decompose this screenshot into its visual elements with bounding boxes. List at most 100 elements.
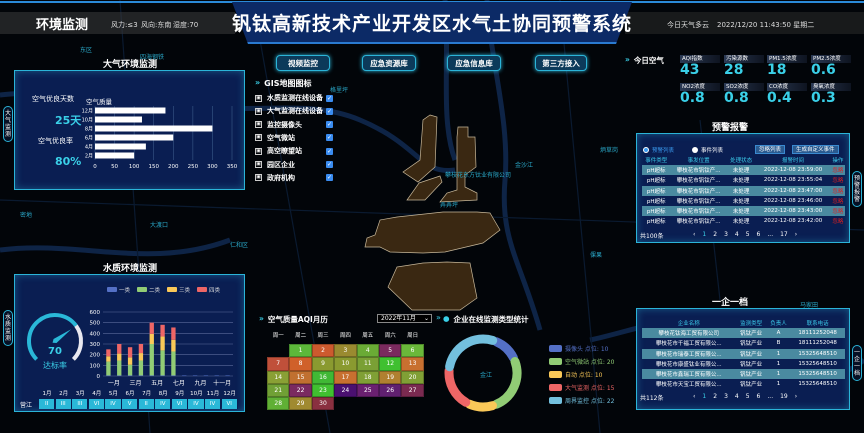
park-region[interactable] <box>439 126 478 203</box>
page-button[interactable]: 2 <box>713 393 718 400</box>
page-button[interactable]: ... <box>767 393 774 400</box>
page-button[interactable]: 3 <box>724 231 728 238</box>
month-select[interactable]: 2022年11月 ⌄ <box>377 314 432 323</box>
page-button[interactable]: 3 <box>724 393 728 400</box>
calendar-day[interactable]: 22 <box>289 383 312 398</box>
custom-event-button[interactable]: 生成自定义事件 <box>792 145 839 154</box>
prev-page-button[interactable]: ‹ <box>693 231 696 238</box>
page-button[interactable]: 4 <box>734 231 739 238</box>
prev-page-button[interactable]: ‹ <box>693 393 696 400</box>
page-button[interactable]: 5 <box>745 393 750 400</box>
calendar-day[interactable]: 2 <box>311 344 335 358</box>
table-row[interactable]: pH超标 攀枝花市钒钛产... 未处理 2022-12-08 23:55:04 忽略 <box>642 175 845 185</box>
gis-layer-row[interactable]: ▣ 园区企业 ✓ <box>255 160 335 170</box>
page-button[interactable]: 17 <box>780 231 788 238</box>
calendar-day[interactable]: 15 <box>289 370 312 384</box>
ignore-link[interactable]: 忽略 <box>832 219 844 226</box>
ignore-list-button[interactable]: 忽略列表 <box>755 145 786 154</box>
page-button[interactable]: 1 <box>702 393 707 400</box>
gis-layer-row[interactable]: ▣ 大气监测在线设备 ✓ <box>255 106 335 116</box>
calendar-day[interactable]: 6 <box>401 344 424 358</box>
donut-slice[interactable] <box>464 399 498 412</box>
page-button[interactable]: 19 <box>780 393 788 400</box>
layer-checkbox[interactable]: ✓ <box>326 174 333 182</box>
gis-layer-row[interactable]: ▣ 政府机构 ✓ <box>255 173 335 183</box>
donut-slice[interactable] <box>445 334 498 372</box>
side-tab-alarm[interactable]: 预警报警 <box>852 171 862 207</box>
calendar-day[interactable]: 19 <box>379 370 402 384</box>
calendar-day[interactable]: 9 <box>311 357 335 371</box>
table-row[interactable]: pH超标 攀枝花市钒钛产... 未处理 2022-12-08 23:59:00 忽略 <box>642 165 845 176</box>
ignore-link[interactable]: 忽略 <box>830 205 845 217</box>
table-row[interactable]: 攀枝花钛海工贸有限公司 钒钛产业 A 18111252048 <box>642 328 845 339</box>
donut-slice[interactable] <box>492 337 518 363</box>
table-row[interactable]: pH超标 攀枝花市钒钛产... 未处理 2022-12-08 23:46:00 忽略 <box>642 196 845 206</box>
calendar-day[interactable]: 26 <box>379 383 402 398</box>
calendar-day[interactable]: 14 <box>267 370 290 384</box>
layer-checkbox[interactable]: ✓ <box>326 94 333 102</box>
ignore-link[interactable]: 忽略 <box>830 165 845 176</box>
calendar-day[interactable]: 29 <box>289 397 312 411</box>
gis-layer-row[interactable]: ▣ 高空瞭望站 ✓ <box>255 146 335 156</box>
side-tab-enterprise[interactable]: 一企一档 <box>852 345 862 381</box>
table-row[interactable]: 攀枝花市瑞泰工贸有限公... 钒钛产业 1 15325648510 <box>642 348 845 359</box>
park-region[interactable] <box>387 261 478 311</box>
calendar-day[interactable]: 5 <box>379 344 402 358</box>
page-button[interactable]: 4 <box>734 393 739 400</box>
calendar-day[interactable]: 10 <box>334 357 357 371</box>
park-region[interactable] <box>364 211 501 254</box>
radio-alarm-list[interactable]: 预警列表 <box>643 146 674 154</box>
table-row[interactable]: 攀枝花市鑫瑞工贸有限公... 钒钛产业 1 15325648510 <box>642 368 845 380</box>
page-button[interactable]: 6 <box>756 393 761 400</box>
layer-checkbox[interactable]: ✓ <box>326 107 333 115</box>
gis-layer-row[interactable]: ▣ 水质监测在线设备 ✓ <box>255 93 335 103</box>
calendar-day[interactable]: 1 <box>289 344 312 358</box>
next-page-button[interactable]: › <box>794 393 798 400</box>
layer-checkbox[interactable]: ✓ <box>326 134 333 142</box>
calendar-day[interactable]: 16 <box>311 370 335 384</box>
side-tab-air[interactable]: 大气监测 <box>3 106 13 142</box>
layer-checkbox[interactable]: ✓ <box>326 147 333 155</box>
ignore-link[interactable]: 忽略 <box>832 178 844 185</box>
table-row[interactable]: pH超标 攀枝花市钒钛产... 未处理 2022-12-08 23:43:00 忽略 <box>642 205 845 217</box>
donut-slice[interactable] <box>444 366 471 407</box>
page-button[interactable]: 5 <box>745 231 750 238</box>
layer-checkbox[interactable]: ✓ <box>326 161 333 168</box>
calendar-day[interactable]: 7 <box>267 357 290 371</box>
table-row[interactable]: pH超标 攀枝花市钒钛产... 未处理 2022-12-08 23:42:00 忽略 <box>642 216 845 226</box>
table-row[interactable]: 攀枝花市天宝工贸有限公... 钒钛产业 1 15325648510 <box>642 379 845 389</box>
calendar-day[interactable]: 21 <box>267 383 290 398</box>
next-page-button[interactable]: › <box>794 231 798 238</box>
ignore-link[interactable]: 忽略 <box>830 185 845 196</box>
table-row[interactable]: 攀枝花市康盛钛业有限公... 钒钛产业 1 15325648510 <box>642 359 845 369</box>
calendar-day[interactable]: 13 <box>401 357 424 371</box>
radio-event-list[interactable]: 事件列表 <box>692 146 723 154</box>
calendar-day[interactable]: 30 <box>311 397 335 411</box>
calendar-day[interactable]: 24 <box>334 383 357 398</box>
gis-layer-row[interactable]: ▣ 空气微站 ✓ <box>255 133 335 143</box>
calendar-day[interactable]: 17 <box>334 370 357 384</box>
calendar-day[interactable]: 27 <box>401 383 424 398</box>
nav-third-party[interactable]: 第三方接入 <box>535 55 587 71</box>
gis-layer-row[interactable]: ▣ 监控摄像头 ✓ <box>255 120 335 130</box>
page-button[interactable]: 6 <box>756 231 761 238</box>
page-button[interactable]: 1 <box>702 231 707 238</box>
park-region[interactable] <box>402 114 438 183</box>
calendar-day[interactable]: 25 <box>356 383 379 398</box>
park-region[interactable] <box>406 175 443 201</box>
calendar-day[interactable]: 18 <box>356 370 379 384</box>
calendar-day[interactable]: 3 <box>334 344 357 358</box>
nav-video-monitor[interactable]: 视频监控 <box>276 55 330 71</box>
calendar-day[interactable]: 12 <box>379 357 402 371</box>
side-tab-water[interactable]: 水质监测 <box>3 310 13 346</box>
calendar-day[interactable]: 8 <box>289 357 312 371</box>
calendar-day[interactable]: 4 <box>356 344 379 358</box>
calendar-day[interactable]: 23 <box>311 383 335 398</box>
table-row[interactable]: 攀枝花市千福工贸有限公... 钒钛产业 B 18111252048 <box>642 338 845 348</box>
layer-checkbox[interactable]: ✓ <box>326 121 333 129</box>
calendar-day[interactable]: 20 <box>401 370 424 384</box>
page-button[interactable]: ... <box>767 231 774 238</box>
nav-emergency-resources[interactable]: 应急资源库 <box>362 55 416 71</box>
page-button[interactable]: 2 <box>713 231 718 238</box>
calendar-day[interactable]: 11 <box>356 357 379 371</box>
